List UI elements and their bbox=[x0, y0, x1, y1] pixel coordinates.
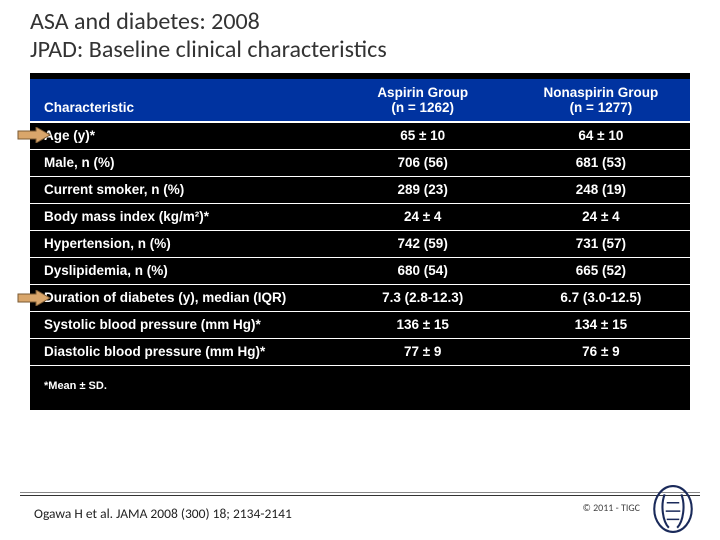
table-row: Current smoker, n (%)289 (23)248 (19) bbox=[30, 176, 690, 203]
row-value-nonaspirin: 64 ± 10 bbox=[512, 122, 690, 150]
row-value-aspirin: 7.3 (2.8-12.3) bbox=[334, 284, 512, 311]
org-logo bbox=[652, 484, 694, 534]
title-line-2: JPAD: Baseline clinical characteristics bbox=[30, 36, 720, 64]
row-label: Body mass index (kg/m²)* bbox=[30, 203, 334, 230]
row-value-aspirin: 77 ± 9 bbox=[334, 338, 512, 365]
row-value-nonaspirin: 681 (53) bbox=[512, 149, 690, 176]
table-row: Diastolic blood pressure (mm Hg)*77 ± 97… bbox=[30, 338, 690, 365]
row-value-aspirin: 65 ± 10 bbox=[334, 122, 512, 150]
characteristics-table: Characteristic Aspirin Group(n = 1262) N… bbox=[30, 79, 690, 366]
footer-divider-thin bbox=[20, 492, 700, 493]
row-label: Male, n (%) bbox=[30, 149, 334, 176]
row-value-nonaspirin: 6.7 (3.0-12.5) bbox=[512, 284, 690, 311]
table-row: Body mass index (kg/m²)*24 ± 424 ± 4 bbox=[30, 203, 690, 230]
title-line-1: ASA and diabetes: 2008 bbox=[30, 8, 720, 36]
row-label: Dyslipidemia, n (%) bbox=[30, 257, 334, 284]
row-label: Diastolic blood pressure (mm Hg)* bbox=[30, 338, 334, 365]
table-row: Systolic blood pressure (mm Hg)*136 ± 15… bbox=[30, 311, 690, 338]
header-characteristic: Characteristic bbox=[30, 79, 334, 122]
characteristics-table-wrap: Characteristic Aspirin Group(n = 1262) N… bbox=[30, 73, 690, 410]
row-value-aspirin: 742 (59) bbox=[334, 230, 512, 257]
table-row: Dyslipidemia, n (%)680 (54)665 (52) bbox=[30, 257, 690, 284]
title-block: ASA and diabetes: 2008 JPAD: Baseline cl… bbox=[0, 0, 720, 69]
table-footnote: *Mean ± SD. bbox=[30, 366, 690, 392]
row-label: Age (y)* bbox=[30, 122, 334, 150]
row-value-aspirin: 24 ± 4 bbox=[334, 203, 512, 230]
copyright: © 2011 - TIGC bbox=[583, 501, 641, 514]
table-row: Duration of diabetes (y), median (IQR)7.… bbox=[30, 284, 690, 311]
highlight-arrow-icon bbox=[16, 290, 52, 306]
row-label: Systolic blood pressure (mm Hg)* bbox=[30, 311, 334, 338]
row-value-nonaspirin: 134 ± 15 bbox=[512, 311, 690, 338]
row-value-aspirin: 289 (23) bbox=[334, 176, 512, 203]
row-value-nonaspirin: 248 (19) bbox=[512, 176, 690, 203]
row-value-aspirin: 136 ± 15 bbox=[334, 311, 512, 338]
row-value-aspirin: 706 (56) bbox=[334, 149, 512, 176]
header-aspirin: Aspirin Group(n = 1262) bbox=[334, 79, 512, 122]
header-nonaspirin: Nonaspirin Group(n = 1277) bbox=[512, 79, 690, 122]
row-value-nonaspirin: 24 ± 4 bbox=[512, 203, 690, 230]
table-row: Hypertension, n (%)742 (59)731 (57) bbox=[30, 230, 690, 257]
row-label: Duration of diabetes (y), median (IQR) bbox=[30, 284, 334, 311]
table-row: Age (y)*65 ± 1064 ± 10 bbox=[30, 122, 690, 150]
footer-divider bbox=[20, 495, 700, 496]
table-row: Male, n (%)706 (56)681 (53) bbox=[30, 149, 690, 176]
row-value-nonaspirin: 76 ± 9 bbox=[512, 338, 690, 365]
row-value-nonaspirin: 731 (57) bbox=[512, 230, 690, 257]
highlight-arrow-icon bbox=[16, 127, 52, 143]
row-value-nonaspirin: 665 (52) bbox=[512, 257, 690, 284]
row-label: Current smoker, n (%) bbox=[30, 176, 334, 203]
citation: Ogawa H et al. JAMA 2008 (300) 18; 2134-… bbox=[34, 505, 292, 522]
slide: ASA and diabetes: 2008 JPAD: Baseline cl… bbox=[0, 0, 720, 540]
row-label: Hypertension, n (%) bbox=[30, 230, 334, 257]
row-value-aspirin: 680 (54) bbox=[334, 257, 512, 284]
